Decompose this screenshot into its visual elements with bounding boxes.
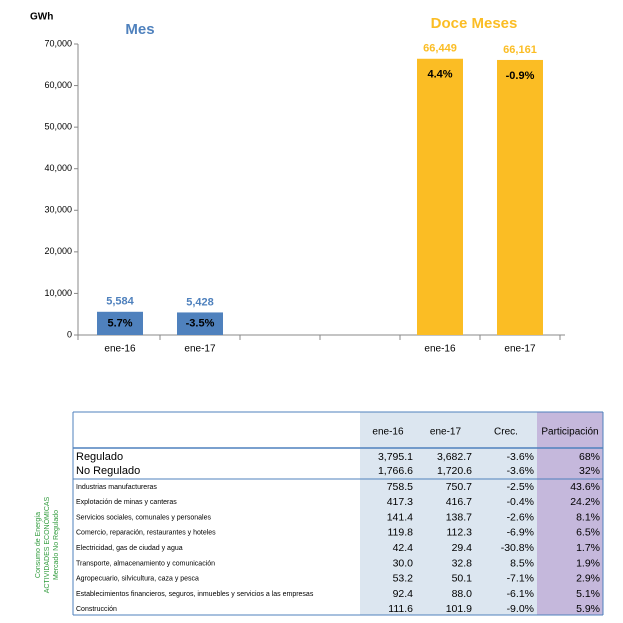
cell: 42.4: [393, 542, 414, 554]
cell: 2.9%: [576, 573, 600, 585]
cell: 29.4: [452, 542, 473, 554]
row-label: Explotación de minas y canteras: [76, 499, 177, 506]
cell: 101.9: [446, 603, 472, 615]
x-tick-label: ene-16: [104, 344, 136, 355]
y-tick-label: 10,000: [44, 288, 72, 298]
growth-label: -3.5%: [186, 318, 215, 330]
row-label: Servicios sociales, comunales y personal…: [76, 514, 212, 521]
share-bg: [537, 412, 603, 615]
cell: 750.7: [446, 481, 472, 493]
row-label: No Regulado: [76, 465, 140, 477]
row-label: Industrias manufactureras: [76, 484, 157, 491]
side-label-line: Mercado No Regulado: [53, 510, 60, 580]
cell: 8.5%: [510, 557, 534, 569]
row-label: Establecimientos financieros, seguros, i…: [76, 591, 314, 598]
cell: 5.9%: [576, 603, 600, 615]
side-label-line: Consumo de Energía: [35, 512, 42, 578]
cell: 758.5: [387, 481, 413, 493]
cell: -0.4%: [507, 496, 534, 508]
row-label: Agropecuario, silvicultura, caza y pesca: [76, 576, 199, 583]
cell: 119.8: [388, 527, 414, 539]
bar: [177, 312, 223, 335]
x-tick-label: ene-17: [504, 344, 536, 355]
bar: [97, 311, 143, 335]
row-label: Construcción: [76, 606, 117, 613]
row-label: Electricidad, gas de ciudad y agua: [76, 545, 183, 552]
cell: -3.6%: [507, 465, 534, 477]
growth-label: 5.7%: [107, 317, 132, 329]
cell: 24.2%: [570, 496, 600, 508]
cell: -3.6%: [507, 451, 534, 463]
cell: 141.4: [387, 511, 413, 523]
side-label-line: ACTIVIDADES ECONÓMICAS: [42, 496, 51, 593]
header-cell: ene-17: [430, 427, 462, 438]
x-tick-label: ene-16: [424, 344, 456, 355]
cell: 32%: [579, 465, 600, 477]
y-tick-label: 0: [67, 329, 72, 339]
cell: -6.9%: [507, 527, 534, 539]
cell: 111.6: [388, 603, 413, 615]
cell: -2.6%: [507, 511, 534, 523]
cell: 50.1: [452, 573, 473, 585]
cell: 30.0: [393, 557, 414, 569]
y-axis-label: GWh: [30, 12, 53, 23]
y-tick-label: 50,000: [44, 122, 72, 132]
cell: 6.5%: [576, 527, 600, 539]
cell: 1,720.6: [437, 465, 472, 477]
cell: -2.5%: [507, 481, 534, 493]
cell: 416.7: [446, 496, 472, 508]
cell: 68%: [579, 451, 600, 463]
row-label: Comercio, reparación, restaurantes y hot…: [76, 530, 216, 537]
y-tick-label: 60,000: [44, 80, 72, 90]
cell: 3,682.7: [437, 451, 472, 463]
cell: 92.4: [393, 588, 414, 600]
cell: 1.9%: [576, 557, 600, 569]
cell: 112.3: [447, 527, 473, 539]
growth-label: -0.9%: [506, 70, 535, 82]
header-cell: Crec.: [494, 427, 518, 438]
cell: 88.0: [452, 588, 473, 600]
bar: [497, 59, 543, 336]
cell: 5.1%: [576, 588, 600, 600]
y-tick-label: 30,000: [44, 205, 72, 215]
header-cell: ene-16: [372, 427, 404, 438]
cell: 8.1%: [576, 511, 600, 523]
bar: [417, 58, 463, 335]
cell: 417.3: [387, 496, 413, 508]
growth-label: 4.4%: [427, 69, 452, 81]
row-label: Regulado: [76, 451, 123, 463]
cell: 53.2: [393, 573, 414, 585]
y-tick-label: 70,000: [44, 38, 72, 48]
header-cell: Participación: [541, 427, 598, 438]
group-title: Mes: [125, 21, 154, 38]
value-label: 66,161: [503, 44, 537, 56]
group-title: Doce Meses: [431, 15, 518, 32]
x-tick-label: ene-17: [184, 344, 216, 355]
cell: 138.7: [446, 511, 472, 523]
value-label: 5,428: [186, 296, 214, 308]
cell: 1,766.6: [378, 465, 413, 477]
cell: 32.8: [452, 557, 473, 569]
numeric-bg: [360, 412, 537, 615]
cell: 3,795.1: [378, 451, 413, 463]
cell: 1.7%: [576, 542, 600, 554]
cell: -30.8%: [501, 542, 534, 554]
value-label: 66,449: [423, 43, 457, 55]
cell: -7.1%: [507, 573, 534, 585]
value-label: 5,584: [106, 296, 134, 308]
cell: -9.0%: [507, 603, 534, 615]
row-label: Transporte, almacenamiento y comunicació…: [76, 560, 215, 567]
cell: 43.6%: [570, 481, 600, 493]
y-tick-label: 20,000: [44, 246, 72, 256]
y-tick-label: 40,000: [44, 163, 72, 173]
cell: -6.1%: [507, 588, 534, 600]
side-label: Consumo de Energía ACTIVIDADES ECONÓMICAS…: [35, 496, 60, 593]
